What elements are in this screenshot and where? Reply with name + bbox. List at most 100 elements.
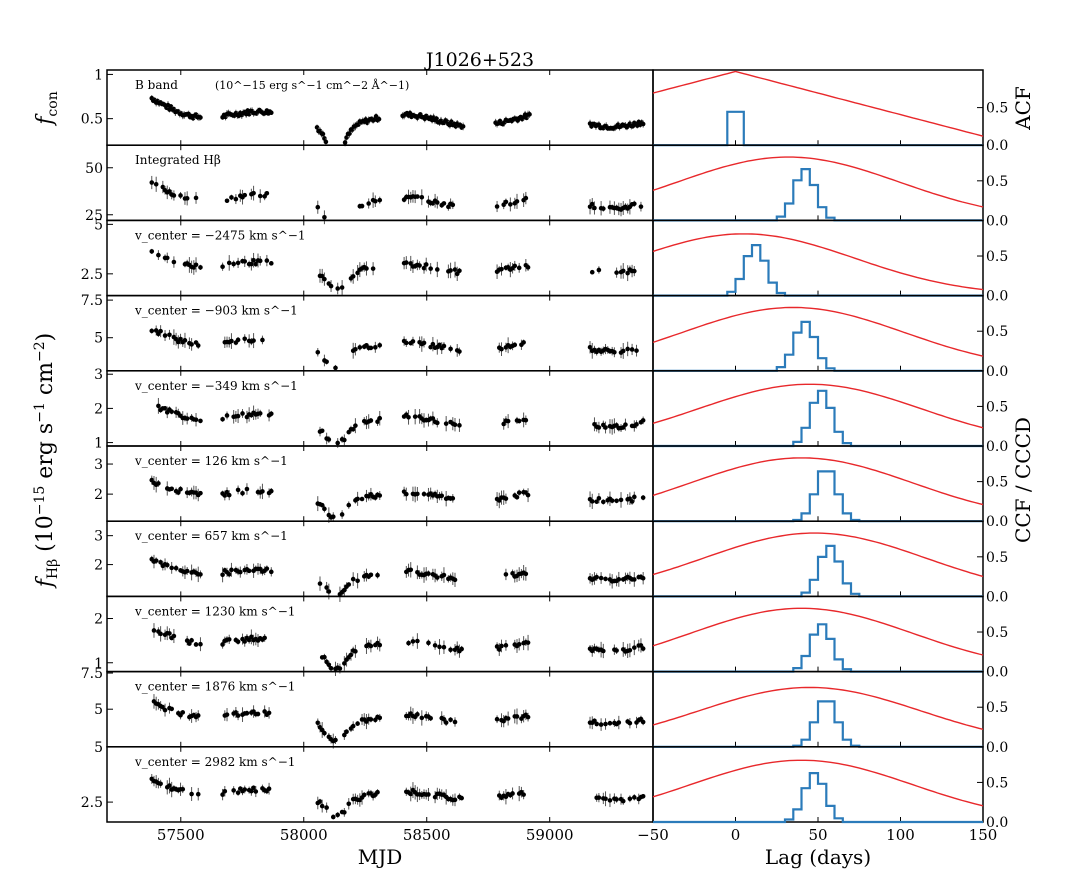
- lc-point: [521, 792, 526, 797]
- lc-point: [342, 810, 347, 815]
- cccd-histogram: [653, 623, 983, 673]
- lc-point: [368, 643, 374, 649]
- lc-point: [193, 642, 199, 647]
- ccf-ytick-label: 0.0: [986, 213, 1008, 229]
- lc-point: [375, 419, 380, 425]
- lc-point: [249, 261, 254, 267]
- lc-point: [450, 496, 456, 501]
- lc-point: [368, 572, 374, 578]
- lc-point: [501, 421, 507, 427]
- lc-point: [193, 417, 199, 423]
- lc-point: [376, 116, 382, 122]
- lc-point: [457, 268, 462, 274]
- lc-point: [348, 652, 354, 658]
- lc-point: [160, 184, 166, 190]
- lc-point: [634, 348, 639, 353]
- lc-point: [149, 180, 155, 185]
- lc-point: [441, 201, 447, 206]
- lc-point: [435, 200, 440, 205]
- row-label: v_center = 2982 km s^−1: [134, 755, 295, 769]
- lc-point: [443, 421, 449, 426]
- lc-point: [514, 199, 520, 204]
- lc-ytick-label: 0.5: [81, 112, 103, 128]
- lc-point: [505, 716, 511, 721]
- lc-point: [326, 662, 332, 668]
- ccf-panel-frame: [652, 219, 984, 297]
- row-label: v_center = −903 km s^−1: [134, 304, 298, 318]
- lc-point: [158, 631, 163, 637]
- lc-point: [640, 121, 646, 127]
- lc-point: [169, 565, 174, 571]
- lc-point: [614, 797, 619, 802]
- lc-point: [627, 647, 633, 653]
- ccf-ytick-label: 0.0: [986, 364, 1008, 380]
- lc-point: [324, 359, 329, 365]
- lc-point: [169, 409, 174, 414]
- lc-point: [319, 502, 325, 508]
- lc-point: [625, 346, 630, 352]
- lc-point: [162, 333, 168, 338]
- lc-point: [253, 261, 259, 267]
- lc-point: [171, 193, 177, 198]
- ccf-ytick-label: 0.5: [986, 399, 1008, 415]
- lc-ytick-label: 2.5: [81, 267, 103, 283]
- row-label: v_center = 126 km s^−1: [134, 454, 288, 468]
- lc-point: [350, 274, 356, 279]
- y-axis-label-fhb: fHβ (10−15 erg s−1 cm−2): [32, 333, 61, 590]
- lc-point: [355, 721, 360, 726]
- lc-point: [441, 716, 447, 722]
- lc-point: [494, 204, 500, 209]
- ccf-ytick-label: 0.0: [986, 589, 1008, 605]
- lc-point: [153, 181, 159, 187]
- lc-ytick-label: 50: [85, 161, 103, 177]
- lc-point: [361, 792, 367, 798]
- lc-point: [616, 720, 622, 725]
- lc-point: [620, 348, 626, 354]
- lc-point: [525, 492, 531, 498]
- lc-point: [419, 194, 425, 200]
- lc-point: [322, 506, 327, 512]
- lc-point: [437, 644, 442, 650]
- ccf-curve: [652, 686, 984, 730]
- cccd-histogram: [653, 168, 983, 222]
- lc-point: [412, 414, 418, 419]
- lc-point: [156, 403, 161, 409]
- lc-point: [328, 283, 334, 289]
- lc-point: [260, 337, 265, 343]
- lc-point: [516, 490, 522, 495]
- lag-tick-label: 0: [731, 826, 741, 844]
- mjd-tick-label: 57500: [157, 826, 205, 844]
- lc-point: [346, 801, 352, 807]
- ccf-panel-frame: [652, 69, 984, 146]
- lc-point: [255, 711, 261, 717]
- lc-point: [242, 639, 248, 644]
- lc-point: [421, 491, 427, 497]
- lc-point: [193, 262, 199, 268]
- lc-point: [516, 265, 522, 271]
- lc-point: [607, 720, 613, 726]
- lc-point: [339, 512, 345, 517]
- row-label: v_center = −349 km s^−1: [134, 379, 298, 393]
- lc-point: [503, 496, 509, 501]
- lc-point: [240, 490, 245, 496]
- lag-tick-label: 100: [886, 826, 915, 844]
- lag-tick-label: 150: [969, 826, 998, 844]
- lc-point: [242, 259, 248, 264]
- lc-point: [612, 349, 617, 355]
- lc-point: [426, 571, 431, 576]
- lc-point: [404, 340, 409, 346]
- lc-point: [510, 571, 515, 576]
- lc-ytick-label: 3: [94, 367, 103, 383]
- lc-point: [459, 646, 464, 652]
- lc-point: [596, 795, 602, 800]
- lc-point: [220, 642, 225, 647]
- lc-point: [222, 493, 228, 498]
- lc-point: [355, 578, 360, 584]
- lc-point: [377, 715, 383, 721]
- ccf-ytick-label: 0.5: [986, 550, 1008, 566]
- lc-point: [153, 328, 159, 333]
- lc-point: [452, 422, 458, 427]
- lc-point: [323, 139, 329, 145]
- lc-point: [523, 571, 529, 577]
- lc-point: [153, 558, 159, 563]
